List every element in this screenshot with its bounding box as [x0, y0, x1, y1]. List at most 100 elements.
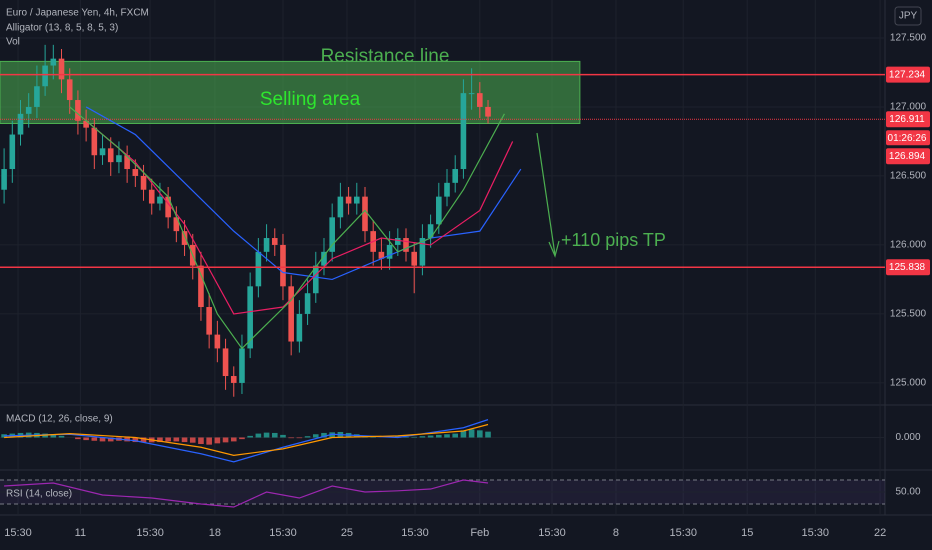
candle-body — [58, 58, 65, 80]
y-tick-label: 0.000 — [895, 432, 920, 443]
candle-body — [165, 196, 171, 218]
currency: JPY — [899, 11, 918, 22]
histogram-bar — [91, 437, 98, 441]
symbol-title: Euro / Japanese Yen, 4h, FXCM — [6, 8, 149, 19]
candle-body — [288, 286, 294, 342]
candle-body — [296, 313, 303, 342]
last-price: 126.894 — [889, 151, 926, 162]
candle-body — [132, 169, 139, 176]
histogram-bar — [181, 437, 188, 443]
candle-body — [116, 155, 122, 163]
x-tick-label: Feb — [470, 527, 489, 539]
candle-body — [378, 251, 385, 259]
indicator-line — [85, 106, 522, 281]
candle-body — [230, 376, 237, 383]
x-tick-label: 22 — [874, 527, 886, 539]
candle-body — [460, 93, 467, 170]
candle-body — [1, 169, 7, 190]
candle-body — [477, 93, 483, 107]
x-tick-label: 15:30 — [669, 527, 697, 539]
candle-body — [280, 244, 286, 287]
price-label: 126.911 — [889, 114, 925, 125]
candle-body — [99, 148, 106, 156]
histogram-bar — [427, 435, 434, 438]
histogram-bar — [99, 437, 106, 442]
candle-body — [329, 217, 335, 252]
candle-body — [353, 196, 360, 204]
candle-body — [247, 286, 253, 349]
y-tick-label: 125.500 — [890, 309, 927, 320]
histogram-bar — [132, 437, 139, 443]
candle-body — [271, 238, 278, 245]
histogram-bar — [214, 437, 221, 444]
histogram-bar — [444, 434, 450, 438]
candle-body — [173, 217, 180, 232]
candle-body — [263, 238, 270, 252]
histogram-bar — [329, 432, 335, 438]
histogram-bar — [230, 437, 237, 442]
candle-body — [17, 113, 24, 135]
histogram-bar — [312, 434, 319, 438]
candle-body — [444, 182, 450, 197]
x-tick-label: 18 — [209, 527, 221, 539]
histogram-bar — [288, 437, 294, 439]
zone-label: Selling area — [260, 89, 361, 110]
y-tick-label: 126.500 — [890, 171, 927, 182]
candle-body — [214, 334, 221, 349]
histogram-bar — [247, 435, 253, 438]
candle-body — [9, 134, 16, 170]
y-tick-label: 125.000 — [890, 378, 927, 389]
indicator-line — [4, 423, 489, 456]
histogram-bar — [140, 437, 147, 443]
indicator-label: Vol — [6, 37, 20, 48]
annotation: +110 pips TP — [561, 230, 666, 250]
candle-body — [337, 196, 344, 218]
histogram-bar — [75, 437, 81, 440]
histogram-bar — [222, 437, 229, 443]
candle-body — [403, 238, 409, 252]
candle-body — [321, 251, 327, 266]
candle-body — [83, 120, 89, 128]
x-tick-label: 11 — [75, 527, 86, 539]
y-tick-label: 127.500 — [890, 33, 927, 44]
candle-body — [75, 100, 81, 121]
candle-body — [485, 106, 491, 117]
histogram-bar — [321, 432, 327, 438]
candle-body — [206, 307, 212, 335]
histogram-bar — [58, 435, 65, 438]
candle-body — [181, 231, 188, 245]
histogram-bar — [280, 434, 286, 438]
indicator-line — [4, 419, 489, 463]
price-label-box — [886, 111, 930, 128]
arrow-head — [548, 240, 560, 258]
histogram-bar — [165, 437, 171, 442]
x-tick-label: 25 — [341, 527, 353, 539]
histogram-bar — [304, 436, 311, 438]
price-label-box — [886, 66, 930, 83]
candle-body — [239, 348, 245, 383]
histogram-bar — [83, 437, 89, 441]
candle-body — [255, 251, 262, 287]
indicator-label: Alligator (13, 8, 5, 8, 5, 3) — [6, 23, 118, 34]
histogram-bar — [419, 436, 426, 438]
histogram-bar — [206, 437, 212, 445]
currency-box — [894, 6, 922, 26]
candle-body — [42, 65, 48, 87]
candle-body — [198, 265, 204, 308]
candle-body — [222, 348, 229, 377]
candle-body — [419, 238, 426, 266]
indicator-line — [4, 479, 489, 508]
countdown: 01:26:26 — [888, 133, 927, 144]
histogram-bar — [403, 436, 409, 438]
countdown-box — [886, 130, 930, 146]
selling-zone — [0, 60, 581, 125]
indicator-label: MACD (12, 26, close, 9) — [6, 414, 113, 425]
candle-body — [157, 196, 163, 204]
x-tick-label: 15:30 — [136, 527, 164, 539]
histogram-bar — [468, 429, 475, 438]
histogram-bar — [411, 436, 418, 438]
candle-body — [436, 196, 442, 225]
candle-body — [427, 224, 434, 239]
x-tick-label: 15:30 — [269, 527, 297, 539]
